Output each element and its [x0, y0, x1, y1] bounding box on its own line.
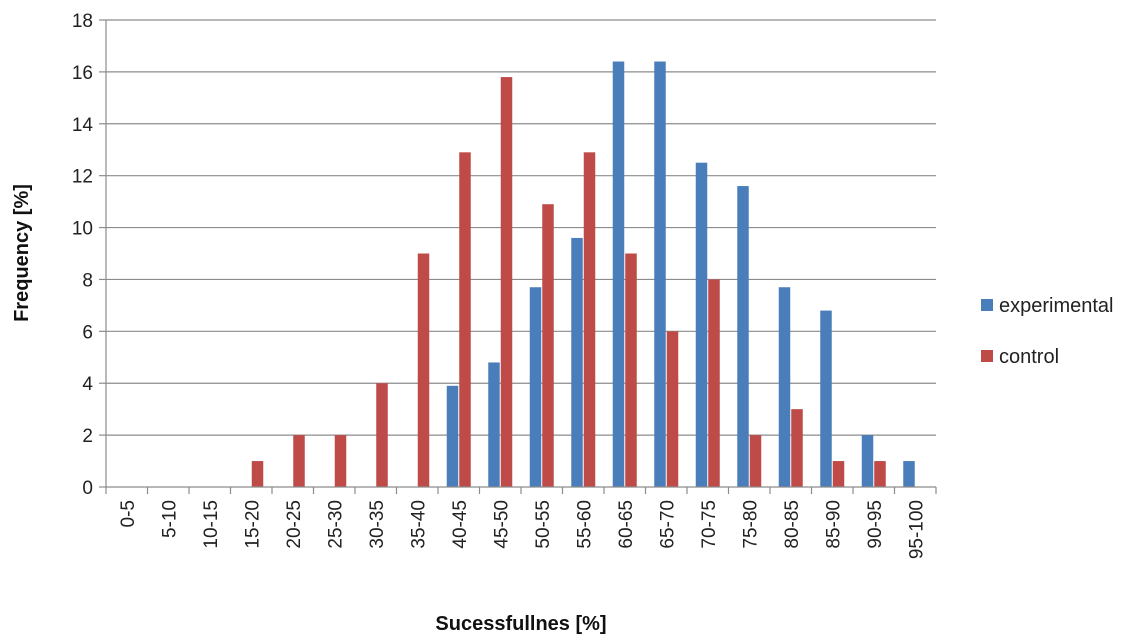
x-tick-label: 50-55 — [533, 500, 554, 549]
bar-control — [666, 331, 679, 487]
x-tick-label: 60-65 — [616, 500, 637, 549]
bar-control — [293, 435, 305, 487]
y-tick-label: 6 — [82, 322, 93, 343]
bar-experimental — [488, 362, 500, 487]
x-tick-label: 65-70 — [657, 500, 678, 549]
x-tick-label: 15-20 — [242, 500, 263, 549]
x-tick-label: 70-75 — [699, 500, 720, 549]
y-tick-label: 14 — [72, 115, 94, 136]
x-tick-label: 45-50 — [491, 500, 512, 549]
y-tick-label: 10 — [72, 219, 93, 240]
bar-experimental — [446, 385, 459, 487]
x-tick-label: 35-40 — [408, 500, 429, 549]
x-tick-label: 5-10 — [159, 500, 180, 538]
legend: experimental control — [981, 295, 1114, 368]
bar-control — [334, 435, 347, 487]
x-tick-label: 80-85 — [782, 500, 803, 549]
legend-label-control: control — [999, 346, 1059, 368]
x-tick-label: 0-5 — [118, 500, 139, 527]
bar-control — [251, 461, 264, 487]
legend-swatch-experimental — [981, 299, 993, 311]
y-tick-label: 0 — [82, 478, 93, 499]
axes — [99, 19, 937, 494]
y-tick-labels: 0 2 4 6 8 10 12 14 16 18 — [72, 11, 94, 499]
y-tick-label: 16 — [72, 63, 93, 84]
x-tick-label: 30-35 — [367, 500, 388, 549]
y-tick-label: 12 — [72, 167, 93, 188]
bar-control — [583, 152, 596, 488]
bar-control — [376, 383, 388, 487]
bar-control — [874, 461, 886, 487]
bar-control — [791, 409, 803, 487]
y-tick-label: 4 — [82, 374, 93, 395]
bar-experimental — [695, 162, 708, 487]
y-tick-label: 2 — [82, 426, 93, 447]
bar-control — [749, 435, 762, 487]
y-tick-label: 8 — [82, 270, 93, 291]
bar-control — [708, 279, 720, 487]
x-tick-label: 75-80 — [740, 500, 761, 549]
x-tick-label: 10-15 — [201, 500, 222, 549]
x-tick-label: 20-25 — [284, 500, 305, 549]
bar-experimental — [612, 61, 625, 488]
x-tick-label: 90-95 — [865, 500, 886, 549]
bar-experimental — [529, 287, 542, 487]
bar-control — [500, 77, 513, 488]
gridlines — [106, 19, 936, 436]
x-tick-label: 40-45 — [450, 500, 471, 549]
x-tick-label: 95-100 — [906, 500, 927, 559]
bar-control — [417, 253, 430, 487]
legend-label-experimental: experimental — [999, 295, 1114, 317]
bars — [251, 61, 915, 488]
bar-experimental — [861, 435, 874, 487]
x-axis-title: Sucessfullnes [%] — [435, 613, 606, 635]
bar-experimental — [778, 287, 791, 487]
legend-swatch-control — [981, 350, 993, 362]
y-tick-label: 18 — [72, 11, 93, 32]
bar-control — [625, 253, 637, 487]
bar-control — [832, 461, 845, 487]
y-axis-title: Frequency [%] — [11, 184, 33, 322]
bar-experimental — [737, 186, 749, 488]
x-tick-labels: 0-5 5-10 10-15 15-20 20-25 25-30 30-35 35-40 40-… — [118, 500, 928, 559]
bar-control — [542, 204, 554, 487]
bar-experimental — [654, 61, 666, 488]
bar-experimental — [820, 310, 832, 487]
x-tick-label: 55-60 — [574, 500, 595, 549]
bar-experimental — [571, 237, 583, 487]
x-tick-label: 25-30 — [325, 500, 346, 549]
x-tick-label: 85-90 — [823, 500, 844, 549]
bar-experimental — [903, 461, 915, 487]
bar-control — [459, 152, 471, 488]
